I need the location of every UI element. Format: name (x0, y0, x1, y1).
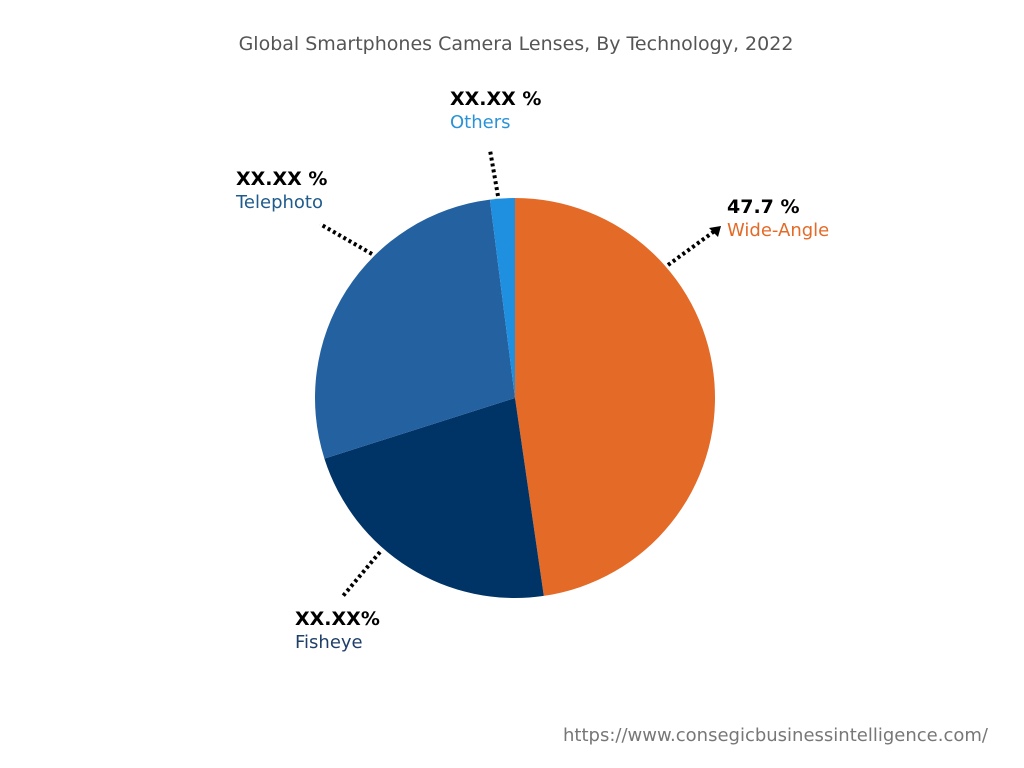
leader-fisheye (341, 550, 382, 598)
leader-telephoto (319, 222, 373, 256)
value-label: XX.XX% (295, 608, 380, 630)
pie-slice-fisheye (324, 398, 544, 598)
label-fisheye: XX.XX% Fisheye (295, 608, 380, 654)
label-telephoto: XX.XX % Telephoto (236, 168, 327, 214)
pie-slice-wide-angle (515, 198, 715, 596)
category-label: Fisheye (295, 632, 363, 653)
arrowhead-icon (709, 226, 721, 237)
value-label: XX.XX % (450, 88, 542, 110)
value-label: XX.XX % (236, 168, 328, 190)
category-label: Wide-Angle (727, 220, 830, 241)
leader-others (488, 149, 500, 197)
label-others: XX.XX % Others (450, 88, 541, 134)
label-wide-angle: 47.7 % Wide-Angle (727, 196, 829, 242)
leader-wide-angle (666, 228, 718, 267)
category-label: Others (450, 112, 511, 133)
category-label: Telephoto (236, 192, 324, 213)
pie-slice-others (489, 198, 515, 398)
pie-slice-telephoto (315, 199, 515, 459)
value-label: 47.7 % (727, 196, 800, 218)
chart-title: Global Smartphones Camera Lenses, By Tec… (238, 33, 794, 55)
source-url[interactable]: https://www.consegicbusinessintelligence… (563, 725, 988, 746)
